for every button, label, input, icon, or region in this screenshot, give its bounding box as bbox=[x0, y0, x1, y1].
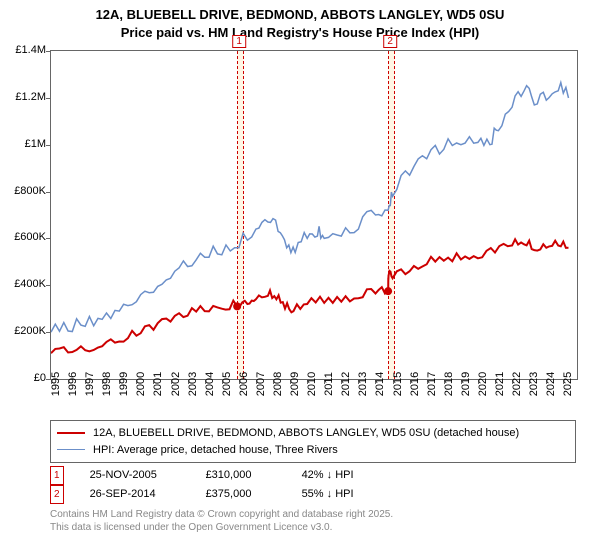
legend-item-price-paid: 12A, BLUEBELL DRIVE, BEDMOND, ABBOTS LAN… bbox=[57, 425, 569, 442]
x-tick-label: 2024 bbox=[545, 372, 557, 396]
x-tick-label: 2008 bbox=[272, 372, 284, 396]
x-tick-label: 2014 bbox=[374, 372, 386, 396]
legend-item-hpi: HPI: Average price, detached house, Thre… bbox=[57, 442, 569, 459]
x-tick-label: 2017 bbox=[426, 372, 438, 396]
sale-marker-badge: 2 bbox=[50, 485, 64, 504]
event-band-label: 1 bbox=[232, 35, 246, 48]
sale-dot bbox=[233, 302, 241, 310]
x-tick-label: 2000 bbox=[135, 372, 147, 396]
sale-dot bbox=[384, 287, 392, 295]
x-tick-label: 1999 bbox=[118, 372, 130, 396]
sales-table: 1 25-NOV-2005 £310,000 42% ↓ HPI 2 26-SE… bbox=[50, 466, 392, 504]
x-tick-label: 2005 bbox=[221, 372, 233, 396]
sale-date: 26-SEP-2014 bbox=[90, 485, 180, 504]
y-tick-label: £1M bbox=[25, 138, 46, 150]
y-tick-label: £200K bbox=[14, 325, 46, 337]
x-tick-label: 2001 bbox=[152, 372, 164, 396]
y-tick-label: £1.2M bbox=[15, 91, 46, 103]
title-line-2: Price paid vs. HM Land Registry's House … bbox=[0, 24, 600, 42]
x-tick-label: 2011 bbox=[323, 372, 335, 396]
x-tick-label: 2021 bbox=[494, 372, 506, 396]
y-tick-label: £400K bbox=[14, 278, 46, 290]
x-tick-label: 1996 bbox=[67, 372, 79, 396]
footer-line-2: This data is licensed under the Open Gov… bbox=[50, 521, 393, 534]
x-tick-label: 1997 bbox=[84, 372, 96, 396]
x-tick-label: 2007 bbox=[255, 372, 267, 396]
table-row: 2 26-SEP-2014 £375,000 55% ↓ HPI bbox=[50, 485, 392, 504]
legend: 12A, BLUEBELL DRIVE, BEDMOND, ABBOTS LAN… bbox=[50, 420, 576, 463]
y-tick-label: £1.4M bbox=[15, 44, 46, 56]
title-line-1: 12A, BLUEBELL DRIVE, BEDMOND, ABBOTS LAN… bbox=[0, 6, 600, 24]
y-tick-label: £600K bbox=[14, 231, 46, 243]
x-tick-label: 2016 bbox=[409, 372, 421, 396]
x-tick-label: 2012 bbox=[340, 372, 352, 396]
sale-pct-vs-hpi: 55% ↓ HPI bbox=[302, 485, 392, 504]
x-tick-label: 2023 bbox=[528, 372, 540, 396]
legend-label: HPI: Average price, detached house, Thre… bbox=[93, 442, 338, 459]
chart-container: 12A, BLUEBELL DRIVE, BEDMOND, ABBOTS LAN… bbox=[0, 0, 600, 560]
x-tick-label: 2022 bbox=[511, 372, 523, 396]
x-tick-label: 2018 bbox=[443, 372, 455, 396]
sale-price: £375,000 bbox=[206, 485, 276, 504]
x-tick-label: 2002 bbox=[170, 372, 182, 396]
table-row: 1 25-NOV-2005 £310,000 42% ↓ HPI bbox=[50, 466, 392, 485]
sale-pct-vs-hpi: 42% ↓ HPI bbox=[302, 466, 392, 485]
x-tick-label: 2006 bbox=[238, 372, 250, 396]
legend-swatch bbox=[57, 432, 85, 434]
plot-area: 12 bbox=[50, 50, 578, 380]
x-tick-label: 2004 bbox=[204, 372, 216, 396]
title-block: 12A, BLUEBELL DRIVE, BEDMOND, ABBOTS LAN… bbox=[0, 0, 600, 41]
footer-line-1: Contains HM Land Registry data © Crown c… bbox=[50, 508, 393, 521]
footer-attribution: Contains HM Land Registry data © Crown c… bbox=[50, 508, 393, 534]
y-tick-label: £0 bbox=[34, 372, 46, 384]
x-tick-label: 2020 bbox=[477, 372, 489, 396]
sale-date: 25-NOV-2005 bbox=[90, 466, 180, 485]
legend-label: 12A, BLUEBELL DRIVE, BEDMOND, ABBOTS LAN… bbox=[93, 425, 519, 442]
sale-price: £310,000 bbox=[206, 466, 276, 485]
x-tick-label: 2013 bbox=[357, 372, 369, 396]
series-price_paid bbox=[51, 239, 569, 353]
x-tick-label: 1995 bbox=[50, 372, 62, 396]
x-tick-label: 2015 bbox=[392, 372, 404, 396]
x-tick-label: 2009 bbox=[289, 372, 301, 396]
series-hpi bbox=[51, 83, 569, 333]
event-band-label: 2 bbox=[383, 35, 397, 48]
x-tick-label: 2025 bbox=[562, 372, 574, 396]
x-tick-label: 2010 bbox=[306, 372, 318, 396]
x-tick-label: 1998 bbox=[101, 372, 113, 396]
sale-marker-badge: 1 bbox=[50, 466, 64, 485]
y-tick-label: £800K bbox=[14, 185, 46, 197]
x-tick-label: 2003 bbox=[187, 372, 199, 396]
lines-svg bbox=[51, 51, 577, 379]
x-tick-label: 2019 bbox=[460, 372, 472, 396]
legend-swatch bbox=[57, 449, 85, 450]
